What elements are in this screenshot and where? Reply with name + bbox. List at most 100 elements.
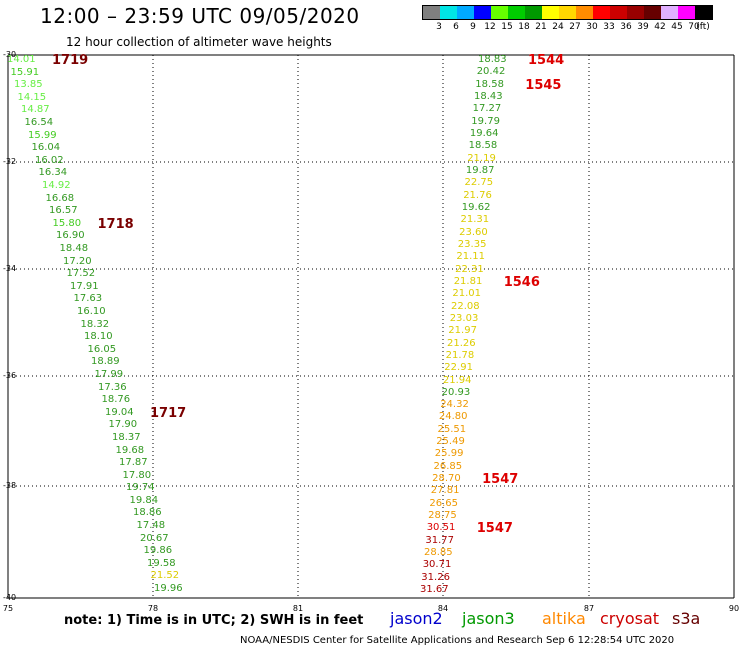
scale-label: (ft): [696, 22, 710, 32]
wave-height-value: 17.48: [136, 520, 166, 531]
wave-height-value: 28.70: [432, 473, 461, 485]
wave-height-value: 21.19: [467, 152, 496, 164]
wave-height-value: 21.94: [442, 374, 472, 386]
wave-height-value: 21.31: [460, 214, 490, 226]
scale-label: 42: [654, 22, 666, 32]
wave-height-color-scale: 3 6 9 12 15 18 21 24 27 30 33 36 39 42 45 70 (ft): [422, 5, 713, 32]
longitude-label: 87: [583, 604, 595, 613]
scale-swatch-7: [542, 6, 559, 19]
wave-height-value: 27.81: [430, 485, 460, 497]
units-note: note: 1) Time is in UTC; 2) SWH is in fe…: [64, 613, 364, 628]
wave-height-value: 18.76: [101, 394, 131, 406]
wave-height-value: 17.52: [66, 268, 96, 280]
wave-height-value: 21.26: [447, 337, 476, 349]
scale-label: 3: [436, 22, 442, 32]
scale-label: 70: [688, 22, 700, 32]
map-title: 12:00 – 23:59 UTC 09/05/2020: [40, 4, 360, 28]
wave-height-value: 17.63: [73, 293, 103, 305]
wave-height-value: 23.03: [449, 312, 479, 324]
wave-height-value: 30.71: [422, 559, 452, 571]
wave-height-value: 17.90: [108, 419, 138, 431]
wave-height-value: 24.80: [438, 411, 468, 423]
scale-label: 12: [484, 22, 496, 32]
wave-height-value: 17.20: [63, 255, 92, 267]
wave-height-value: 22.31: [455, 263, 484, 275]
latitude-label: -30: [3, 50, 17, 59]
legend-altika: altika: [542, 609, 586, 628]
wave-height-value: 16.90: [56, 230, 85, 242]
wave-height-value: 24.32: [440, 399, 469, 411]
wave-height-value: 14.01: [7, 54, 36, 65]
wave-height-value: 17.80: [122, 469, 152, 481]
wave-height-value: 17.87: [119, 457, 148, 468]
scale-label: 39: [637, 22, 649, 32]
wave-height-value: 16.68: [45, 192, 75, 204]
longitude-label: 78: [147, 604, 159, 613]
legend-cryosat: cryosat: [600, 609, 660, 628]
wave-height-value: 23.35: [457, 238, 487, 250]
wave-height-value: 17.91: [70, 280, 99, 292]
pass-time-label: 1718: [97, 216, 134, 232]
wave-height-value: 18.32: [80, 318, 110, 330]
wave-height-value: 18.37: [112, 431, 141, 443]
scale-label: 9: [470, 22, 476, 32]
scale-swatch-11: [610, 6, 627, 19]
color-scale-labels: 3 6 9 12 15 18 21 24 27 30 33 36 39 42 45 70 (ft): [422, 20, 711, 32]
wave-height-value: 18.48: [59, 242, 89, 254]
pass-time-label: 1545: [525, 77, 562, 93]
legend-jason3: jason3: [462, 609, 515, 628]
wave-height-value: 16.02: [35, 154, 64, 166]
scale-label: 18: [518, 22, 530, 32]
wave-height-value: 26.65: [429, 497, 459, 509]
wave-height-value: 14.87: [21, 104, 50, 116]
footer-credit: NOAA/NESDIS Center for Satellite Applica…: [240, 635, 675, 646]
wave-height-value: 28.85: [424, 547, 453, 558]
wave-height-value: 19.96: [154, 583, 183, 594]
pass-time-label: 1547: [482, 472, 519, 488]
wave-height-value: 19.87: [465, 164, 495, 176]
wave-height-value: 31.77: [425, 534, 455, 546]
wave-height-value: 20.42: [476, 66, 506, 78]
wave-height-value: 21.11: [456, 251, 486, 263]
wave-height-value: 19.74: [126, 482, 155, 494]
wave-height-value: 31.67: [420, 584, 449, 595]
scale-swatch-16: [695, 6, 712, 19]
wave-height-value: 21.52: [150, 570, 180, 582]
longitude-label: 90: [728, 604, 740, 613]
wave-height-value: 21.78: [445, 349, 475, 361]
pass-time-label: 1719: [52, 53, 89, 68]
scale-swatch-15: [678, 6, 695, 19]
scale-swatch-9: [576, 6, 593, 19]
wave-height-value: 30.51: [426, 522, 456, 534]
pass-time-label: 1717: [150, 405, 187, 421]
wave-height-value: 16.04: [31, 142, 61, 154]
pass-time-label: 1547: [476, 521, 513, 537]
legend-jason2: jason2: [390, 609, 443, 628]
wave-height-value: 18.58: [475, 78, 504, 90]
latitude-label: -34: [3, 264, 17, 273]
wave-height-value: 19.04: [105, 406, 134, 418]
wave-height-value: 13.85: [14, 79, 43, 91]
wave-height-value: 18.83: [478, 54, 507, 65]
pass-time-label: 1544: [528, 53, 565, 68]
scale-swatch-6: [525, 6, 542, 19]
wave-height-value: 15.91: [10, 66, 40, 78]
scale-swatch-1: [440, 6, 457, 19]
wave-height-value: 19.62: [461, 201, 491, 213]
longitude-label: 81: [292, 604, 304, 613]
scale-label: 45: [671, 22, 683, 32]
wave-height-value: 26.85: [433, 460, 463, 472]
wave-height-value: 19.86: [143, 545, 173, 557]
scale-label: 21: [535, 22, 547, 32]
wave-height-value: 25.51: [437, 423, 467, 435]
wave-height-value: 18.10: [84, 331, 113, 343]
wave-height-value: 31.26: [421, 571, 450, 583]
wave-height-value: 21.97: [448, 325, 477, 337]
wave-height-value: 19.84: [129, 494, 159, 506]
scale-swatch-0: [423, 6, 440, 19]
wave-height-value: 18.89: [91, 356, 120, 368]
wave-height-value: 15.99: [28, 129, 57, 141]
latitude-label: -38: [3, 481, 17, 490]
wave-height-value: 17.36: [98, 381, 127, 393]
